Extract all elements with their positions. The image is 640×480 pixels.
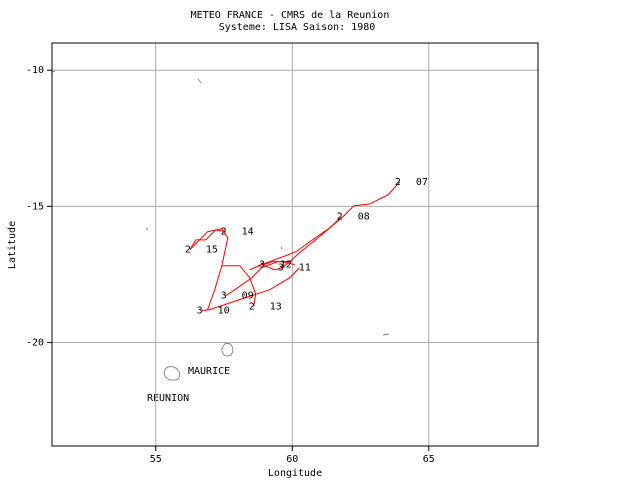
track-line [189, 228, 229, 310]
track-label: 13 [270, 302, 282, 313]
track-label: 14 [242, 227, 254, 238]
stage-label: 3 [259, 260, 265, 271]
y-tick-label: -20 [26, 338, 44, 349]
stage-label: 3 [278, 263, 284, 274]
y-axis-label: Latitude [7, 221, 18, 269]
plot-frame [51, 42, 539, 447]
track-label: 07 [416, 177, 428, 188]
islet [382, 333, 390, 336]
stage-label: 2 [395, 177, 401, 188]
track-line [257, 216, 343, 267]
place-label: MAURICE [188, 366, 230, 377]
stage-label: 2 [337, 212, 343, 223]
chart-subtitle: Systeme: LISA Saison: 1980 [219, 22, 376, 33]
place-label: REUNION [147, 393, 189, 404]
x-tick-label: 60 [286, 454, 298, 465]
islet [280, 246, 283, 250]
island-reunion [163, 366, 181, 381]
x-axis-label: Longitude [268, 468, 322, 479]
track-label: 08 [358, 212, 370, 223]
track-line [249, 264, 283, 271]
islet [145, 227, 149, 231]
y-tick-label: -10 [26, 65, 44, 76]
island-mauritius [221, 342, 234, 357]
track-line [263, 261, 295, 266]
chart-title: METEO FRANCE - CMRS de la Reunion [191, 10, 390, 21]
track-label: 10 [218, 306, 230, 317]
track-line [281, 181, 401, 269]
track-label: 12 [280, 260, 292, 271]
track-label: 09 [242, 291, 254, 302]
islet [197, 78, 202, 84]
y-tick-label: -15 [26, 201, 44, 212]
islands [51, 70, 390, 381]
track-line [221, 265, 257, 307]
track-line [201, 267, 300, 312]
stage-label: 3 [221, 291, 227, 302]
x-tick-label: 65 [423, 454, 435, 465]
stage-label: 2 [249, 302, 255, 313]
stage-label: 3 [197, 306, 203, 317]
stage-label: 2 [185, 245, 191, 256]
track-label: 11 [299, 263, 311, 274]
track-line [189, 229, 226, 250]
x-tick-label: 55 [150, 454, 162, 465]
track-label: 15 [206, 245, 218, 256]
